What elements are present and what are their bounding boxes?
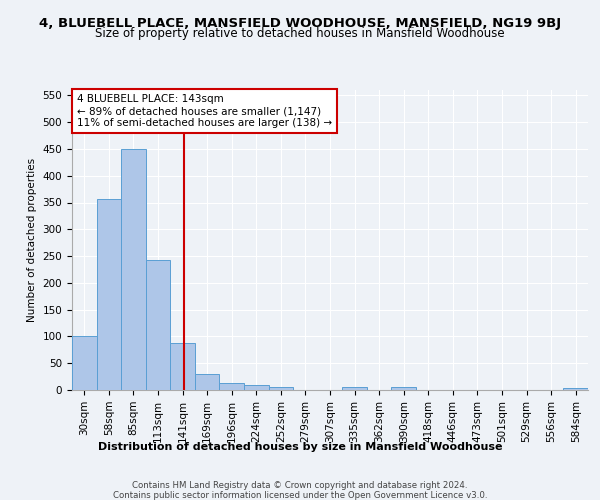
Text: 4 BLUEBELL PLACE: 143sqm
← 89% of detached houses are smaller (1,147)
11% of sem: 4 BLUEBELL PLACE: 143sqm ← 89% of detach… bbox=[77, 94, 332, 128]
Bar bbox=[170, 343, 195, 390]
Bar bbox=[342, 388, 367, 390]
Bar bbox=[220, 383, 244, 390]
Bar bbox=[269, 388, 293, 390]
Text: Size of property relative to detached houses in Mansfield Woodhouse: Size of property relative to detached ho… bbox=[95, 28, 505, 40]
Text: Distribution of detached houses by size in Mansfield Woodhouse: Distribution of detached houses by size … bbox=[98, 442, 502, 452]
Y-axis label: Number of detached properties: Number of detached properties bbox=[27, 158, 37, 322]
Text: Contains public sector information licensed under the Open Government Licence v3: Contains public sector information licen… bbox=[113, 491, 487, 500]
Bar bbox=[195, 374, 220, 390]
Bar bbox=[121, 150, 146, 390]
Text: Contains HM Land Registry data © Crown copyright and database right 2024.: Contains HM Land Registry data © Crown c… bbox=[132, 481, 468, 490]
Text: 4, BLUEBELL PLACE, MANSFIELD WOODHOUSE, MANSFIELD, NG19 9BJ: 4, BLUEBELL PLACE, MANSFIELD WOODHOUSE, … bbox=[39, 18, 561, 30]
Bar bbox=[97, 200, 121, 390]
Bar bbox=[391, 388, 416, 390]
Bar bbox=[146, 260, 170, 390]
Bar bbox=[244, 385, 269, 390]
Bar bbox=[72, 336, 97, 390]
Bar bbox=[563, 388, 588, 390]
